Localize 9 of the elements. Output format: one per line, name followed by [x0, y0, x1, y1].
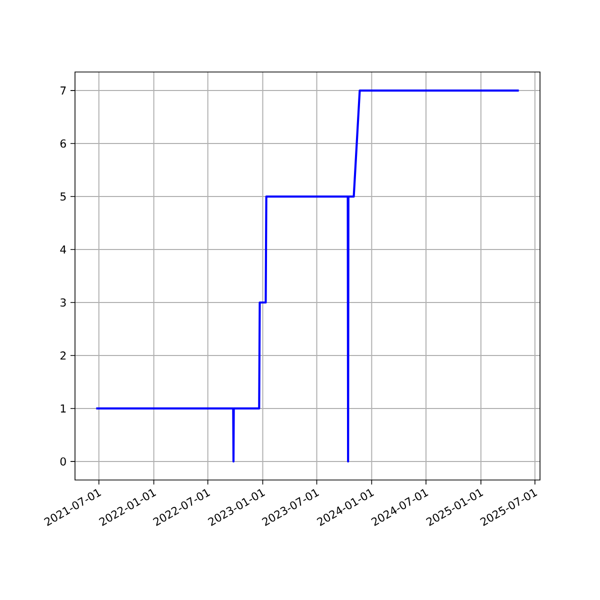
y-tick-label: 2: [60, 351, 66, 360]
y-tick-label: 5: [60, 192, 66, 201]
y-tick-label: 4: [60, 246, 66, 254]
y-tick-label: 7: [60, 86, 66, 95]
y-tick-label: 3: [60, 298, 66, 307]
line-series: [95, 89, 520, 463]
y-tick-label: 0: [60, 457, 66, 466]
y-tick-label: 1: [60, 404, 66, 412]
y-tick-label: 6: [60, 139, 66, 148]
